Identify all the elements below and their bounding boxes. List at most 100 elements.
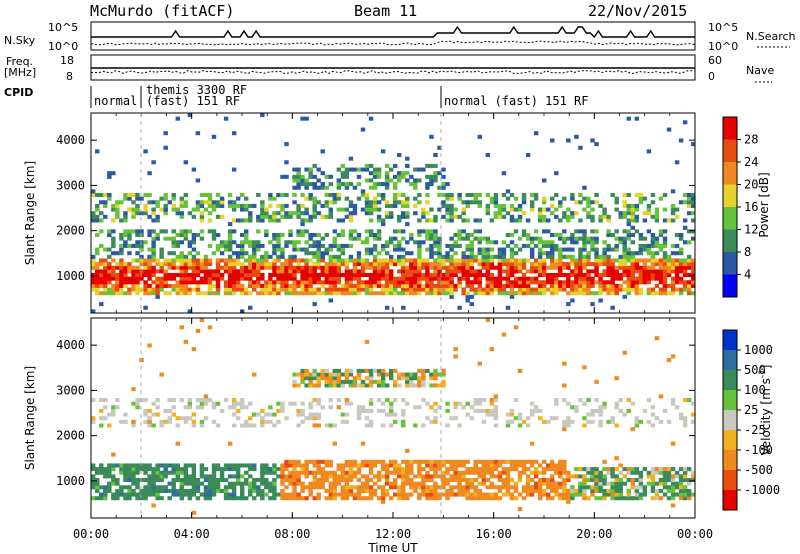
vel-cells-cell [352,459,358,464]
power-cells-cell [308,167,313,172]
power-cells-cell [288,265,293,270]
power-cells-cell [646,287,652,292]
power-cells-cell [296,171,301,176]
power-cells-cell [445,258,450,263]
vel-cells-cell [260,496,265,501]
vel-cells-cell [364,339,370,344]
vel-cells-cell [143,470,148,475]
power-cells-cell [292,265,297,270]
vel-cells-cell [336,474,342,479]
vel-cells-cell [533,488,539,493]
power-cells-cell [445,276,450,281]
power-cells-cell [352,207,358,212]
power-cells-cell [308,273,313,278]
vel-cells-cell [537,463,543,468]
vel-cells-cell [513,416,519,421]
vel-cells-cell [662,481,668,486]
power-cells-cell [409,280,414,285]
vel-cells-cell [183,492,189,497]
power-cells-cell [461,251,466,256]
power-cells-cell [485,273,491,278]
vel-cells-cell [195,481,201,486]
power-cells-cell [546,276,551,281]
power-cells-cell [380,222,386,227]
power-cells-cell [441,254,446,259]
power-cells-cell [562,280,567,285]
power-cells-cell [449,207,454,212]
power-cells-cell [372,185,378,190]
power-cells-cell [316,254,321,259]
vel-cells-cell [356,485,362,490]
power-cells-cell [135,203,140,208]
vel-cells-cell [666,488,672,493]
power-cells-cell [457,276,462,281]
power-cells-cell [457,269,462,274]
power-cells-cell [187,280,193,285]
power-cells-cell [626,236,631,241]
power-cells-cell [566,280,571,285]
power-cells-cell [332,291,338,296]
power-cells-cell [187,258,193,263]
power-cells-cell [674,233,680,238]
vel-cells-cell [650,470,656,475]
power-cells-cell [662,265,668,270]
power-cells-cell [425,265,430,270]
power-cells-cell [433,265,438,270]
vel-cells-cell [187,416,193,421]
power-cells-cell [441,167,446,172]
power-cells-cell [554,273,559,278]
vel-cells-cell [417,474,422,479]
vel-cells-cell [517,470,523,475]
power-cells-cell [151,211,156,216]
power-cells-cell [304,116,309,121]
vel-cells-cell [348,368,354,373]
vel-cells-cell [401,408,406,413]
power-cells-cell [401,236,406,241]
vel-cells-cell [223,463,229,468]
power-cells-cell [634,280,640,285]
vel-cells-cell [147,463,152,468]
vel-cells-cell [312,459,317,464]
vel-cells-cell [380,383,386,388]
power-cells-cell [509,265,515,270]
vel-cells-cell [111,481,116,486]
power-cells-cell [489,247,495,252]
vel-cells-cell [433,485,438,490]
power-cells-cell [485,207,491,212]
power-cells-cell [626,211,631,216]
vel-cells-cell [682,474,688,479]
vel-cells-cell [634,470,640,475]
power-cells-cell [501,171,507,176]
power-cells-cell [654,262,660,267]
vel-cells-cell [139,496,144,501]
power-cells-cell [348,283,354,288]
power-cells-cell [509,247,515,252]
power-cells-cell [690,193,696,198]
vel-cells-cell [638,470,644,475]
power-cells-cell [163,196,168,201]
vel-cells-cell [127,463,132,468]
power-cells-cell [179,211,185,216]
vel-cells-cell [433,463,438,468]
vel-cells-cell [135,496,140,501]
vel-cells-cell [167,470,172,475]
vel-cells-cell [356,412,362,417]
power-cells-cell [376,229,382,234]
power-cells-cell [276,236,281,241]
vel-cells-cell [344,401,350,406]
power-cells-cell [614,269,619,274]
power-cells-cell [320,291,325,296]
power-cells-cell [638,258,644,263]
vel-cells-cell [397,474,402,479]
power-cells-cell [344,280,350,285]
vel-cells-cell [344,372,350,377]
vel-cells-cell [380,463,386,468]
power-cells-cell [376,269,382,274]
vel-cells-cell [135,485,140,490]
vel-cells-cell [244,423,249,428]
vel-cells-cell [473,463,478,468]
power-cells-cell [252,262,257,267]
power-cells-cell [123,280,128,285]
power-cells-cell [445,196,450,201]
power-cells-cell [231,283,237,288]
